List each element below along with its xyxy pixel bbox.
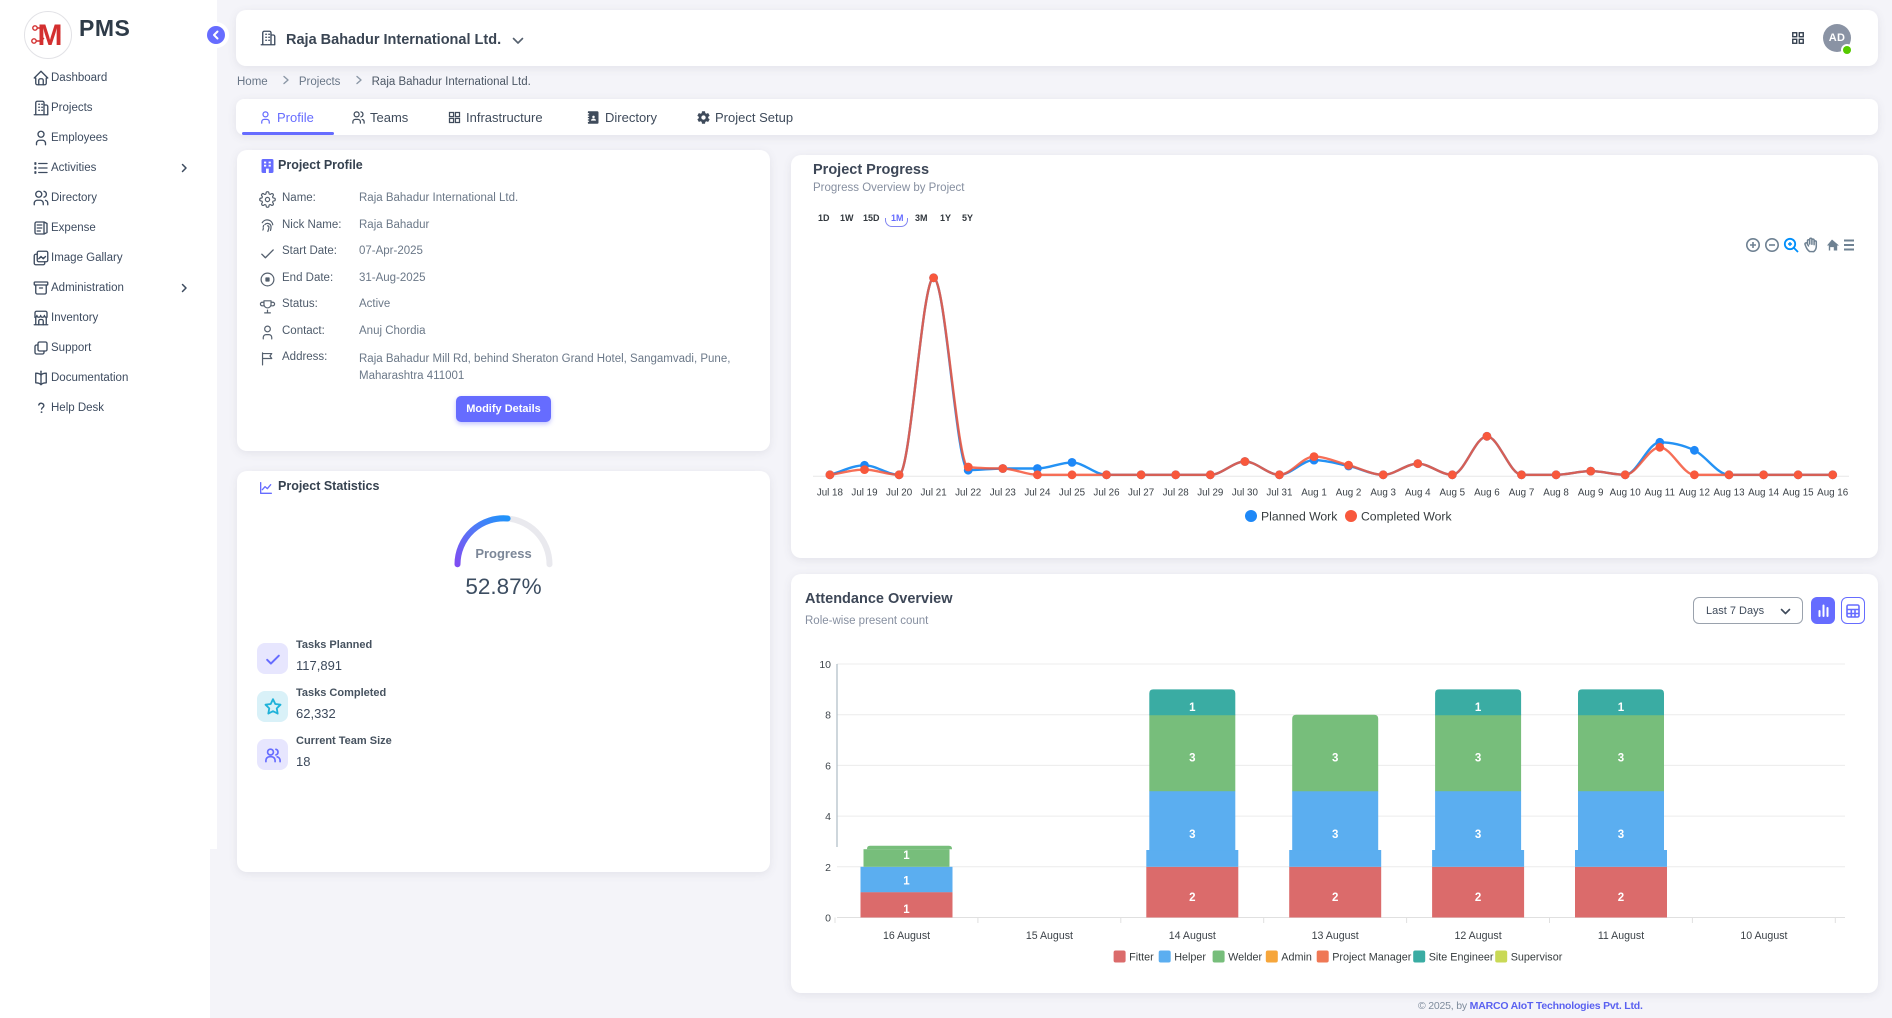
svg-text:3: 3 (1332, 829, 1338, 841)
svg-text:Aug 1: Aug 1 (1301, 488, 1327, 499)
svg-text:Jul 18: Jul 18 (817, 488, 844, 499)
svg-text:Fitter: Fitter (1129, 952, 1154, 964)
svg-text:Aug 7: Aug 7 (1509, 488, 1535, 499)
svg-text:3: 3 (1618, 753, 1624, 765)
svg-text:Jul 31: Jul 31 (1266, 488, 1292, 499)
svg-text:3: 3 (1475, 829, 1481, 841)
svg-text:Jul 22: Jul 22 (955, 488, 981, 499)
svg-text:6: 6 (825, 760, 831, 772)
svg-text:Aug 2: Aug 2 (1336, 488, 1362, 499)
svg-text:3: 3 (1189, 753, 1195, 765)
svg-text:3: 3 (1475, 753, 1481, 765)
svg-text:Aug 5: Aug 5 (1439, 488, 1465, 499)
svg-text:Aug 15: Aug 15 (1783, 488, 1815, 499)
svg-text:Jul 30: Jul 30 (1232, 488, 1259, 499)
svg-text:12 August: 12 August (1455, 930, 1502, 942)
svg-text:Aug 10: Aug 10 (1610, 488, 1642, 499)
svg-text:1: 1 (1189, 702, 1196, 714)
svg-text:Project Manager: Project Manager (1332, 952, 1412, 964)
svg-text:Jul 23: Jul 23 (990, 488, 1017, 499)
svg-text:Jul 28: Jul 28 (1163, 488, 1190, 499)
svg-text:0: 0 (825, 913, 831, 925)
svg-text:Helper: Helper (1174, 952, 1206, 964)
svg-text:Jul 20: Jul 20 (886, 488, 913, 499)
svg-text:Jul 26: Jul 26 (1093, 488, 1120, 499)
svg-text:Jul 19: Jul 19 (851, 488, 877, 499)
svg-text:Jul 25: Jul 25 (1059, 488, 1086, 499)
svg-text:Aug 8: Aug 8 (1543, 488, 1569, 499)
svg-text:4: 4 (825, 811, 831, 823)
svg-text:Aug 13: Aug 13 (1713, 488, 1745, 499)
svg-text:Aug 4: Aug 4 (1405, 488, 1431, 499)
svg-text:2: 2 (1189, 892, 1195, 904)
svg-text:Aug 16: Aug 16 (1817, 488, 1849, 499)
svg-text:Welder: Welder (1228, 952, 1262, 964)
svg-text:1: 1 (1618, 702, 1625, 714)
svg-text:Aug 12: Aug 12 (1679, 488, 1710, 499)
svg-text:Supervisor: Supervisor (1511, 952, 1563, 964)
svg-text:Jul 21: Jul 21 (921, 488, 947, 499)
svg-text:M: M (38, 19, 63, 52)
svg-text:15 August: 15 August (1026, 930, 1073, 942)
svg-text:10 August: 10 August (1740, 930, 1787, 942)
svg-text:1: 1 (903, 850, 910, 862)
svg-text:2: 2 (1475, 892, 1481, 904)
svg-text:3: 3 (1332, 753, 1338, 765)
svg-text:Aug 11: Aug 11 (1645, 488, 1675, 499)
svg-text:Jul 27: Jul 27 (1128, 488, 1154, 499)
svg-text:Aug 3: Aug 3 (1370, 488, 1396, 499)
svg-text:Planned Work: Planned Work (1261, 509, 1338, 523)
svg-text:1: 1 (1475, 702, 1482, 714)
svg-text:Admin: Admin (1281, 952, 1312, 964)
svg-text:16 August: 16 August (883, 930, 930, 942)
svg-text:Aug 14: Aug 14 (1748, 488, 1780, 499)
svg-text:2: 2 (1332, 892, 1338, 904)
svg-text:Aug 6: Aug 6 (1474, 488, 1500, 499)
svg-text:Aug 9: Aug 9 (1578, 488, 1604, 499)
svg-text:13 August: 13 August (1312, 930, 1359, 942)
svg-text:11 August: 11 August (1598, 930, 1644, 942)
svg-text:Site Engineer: Site Engineer (1429, 952, 1494, 964)
svg-text:14 August: 14 August (1169, 930, 1216, 942)
svg-text:2: 2 (1618, 892, 1624, 904)
svg-text:10: 10 (819, 659, 831, 671)
svg-text:Jul 24: Jul 24 (1024, 488, 1051, 499)
svg-text:3: 3 (1618, 829, 1624, 841)
svg-text:1: 1 (903, 876, 910, 888)
svg-text:1: 1 (903, 904, 910, 916)
svg-text:8: 8 (825, 710, 831, 722)
svg-text:2: 2 (825, 862, 831, 874)
svg-text:3: 3 (1189, 829, 1195, 841)
svg-text:Jul 29: Jul 29 (1197, 488, 1223, 499)
svg-text:Completed Work: Completed Work (1361, 509, 1452, 523)
